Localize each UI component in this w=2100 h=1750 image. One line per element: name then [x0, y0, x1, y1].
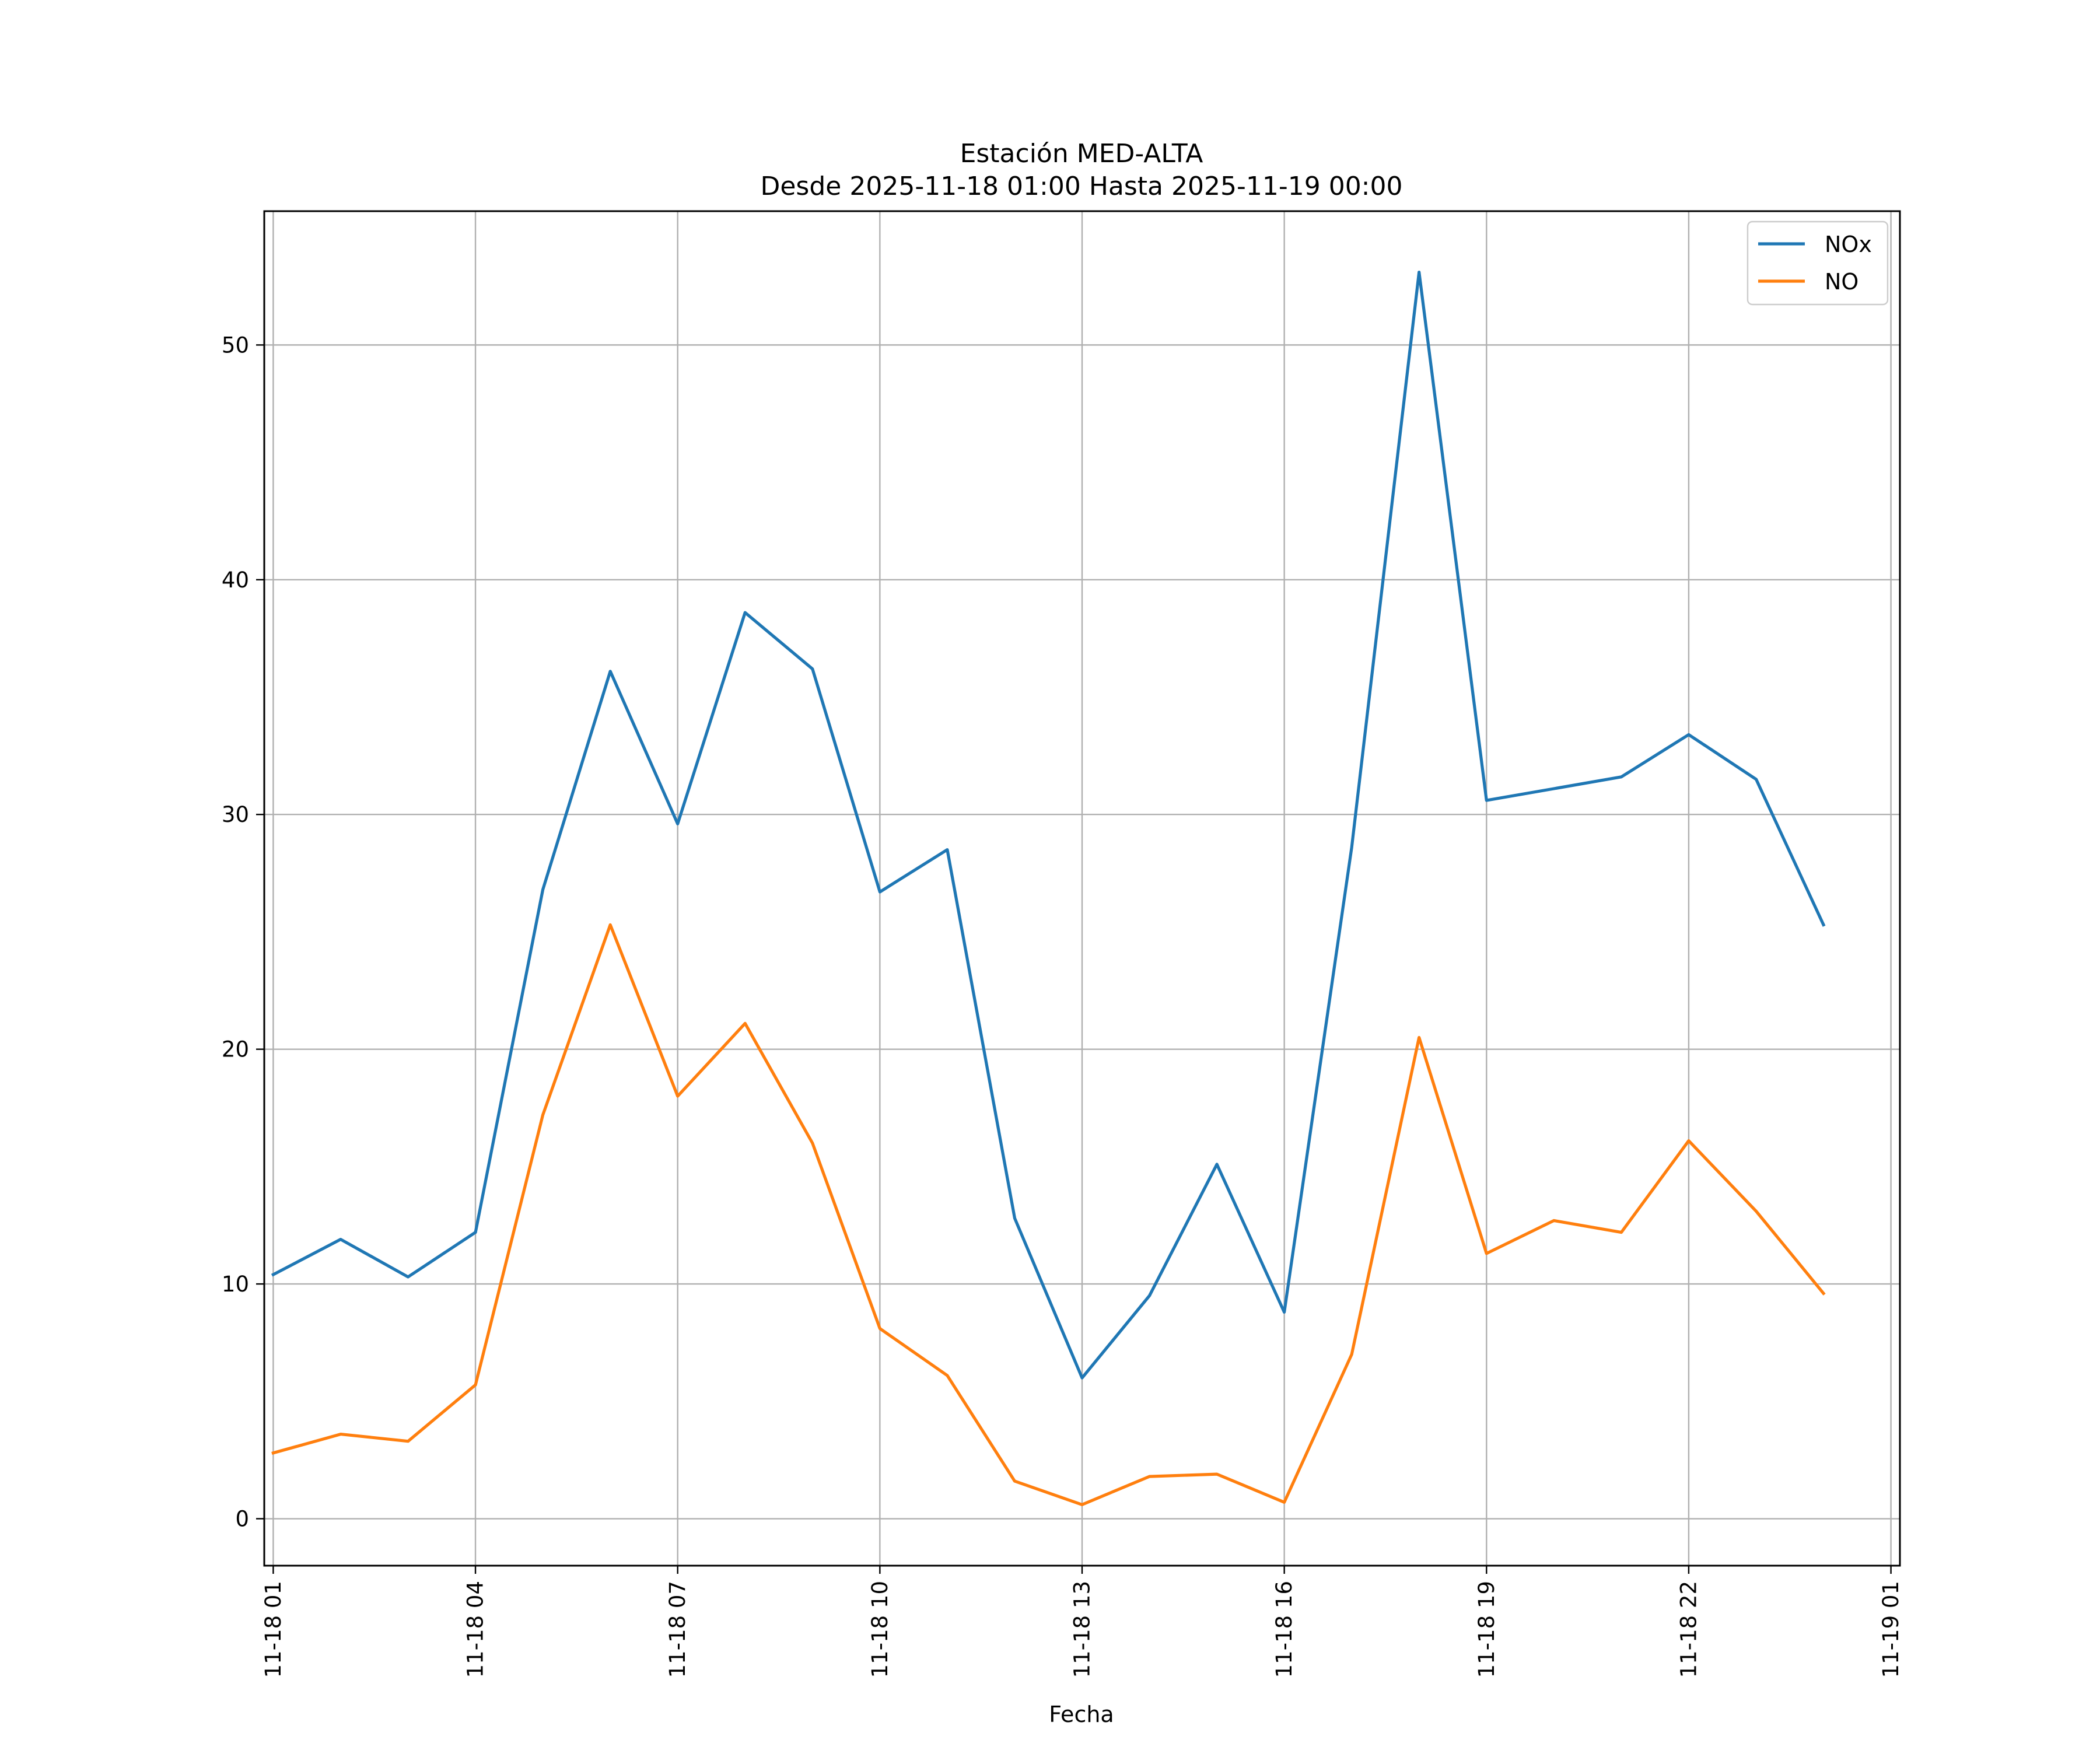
x-tick-label: 11-18 07	[665, 1581, 690, 1678]
grid	[264, 211, 1900, 1566]
series-lines	[271, 271, 1826, 1506]
x-tick-label: 11-18 10	[867, 1581, 892, 1678]
x-tick-label: 11-18 19	[1474, 1581, 1499, 1678]
legend-label-nox: NOx	[1825, 232, 1872, 257]
y-tick-label: 0	[235, 1507, 249, 1532]
series-line-nox	[271, 271, 1826, 1380]
legend: NOx NO	[1746, 220, 1889, 306]
chart-title: Estación MED-ALTA	[960, 139, 1203, 169]
y-tick-label: 50	[222, 332, 249, 358]
x-axis-label: Fecha	[1049, 1702, 1114, 1727]
y-tick-label: 30	[222, 802, 249, 827]
y-tick-label: 20	[222, 1037, 249, 1062]
x-tick-label: 11-18 13	[1070, 1581, 1095, 1678]
axis-ticks: 0 10 20 30 40 50 11-18 01 11-18 04 11-18 07 11-18…	[222, 332, 1903, 1678]
series-line-no	[271, 923, 1826, 1506]
x-tick-label: 11-18 22	[1676, 1581, 1701, 1678]
x-tick-label: 11-19 01	[1878, 1581, 1903, 1678]
x-tick-label: 11-18 16	[1272, 1581, 1297, 1678]
x-tick-label: 11-18 01	[261, 1581, 286, 1678]
chart-subtitle: Desde 2025-11-18 01:00 Hasta 2025-11-19 …	[760, 172, 1402, 201]
legend-label-no: NO	[1825, 269, 1859, 295]
x-tick-label: 11-18 04	[463, 1581, 488, 1678]
y-tick-label: 10	[222, 1272, 249, 1297]
y-tick-label: 40	[222, 568, 249, 593]
